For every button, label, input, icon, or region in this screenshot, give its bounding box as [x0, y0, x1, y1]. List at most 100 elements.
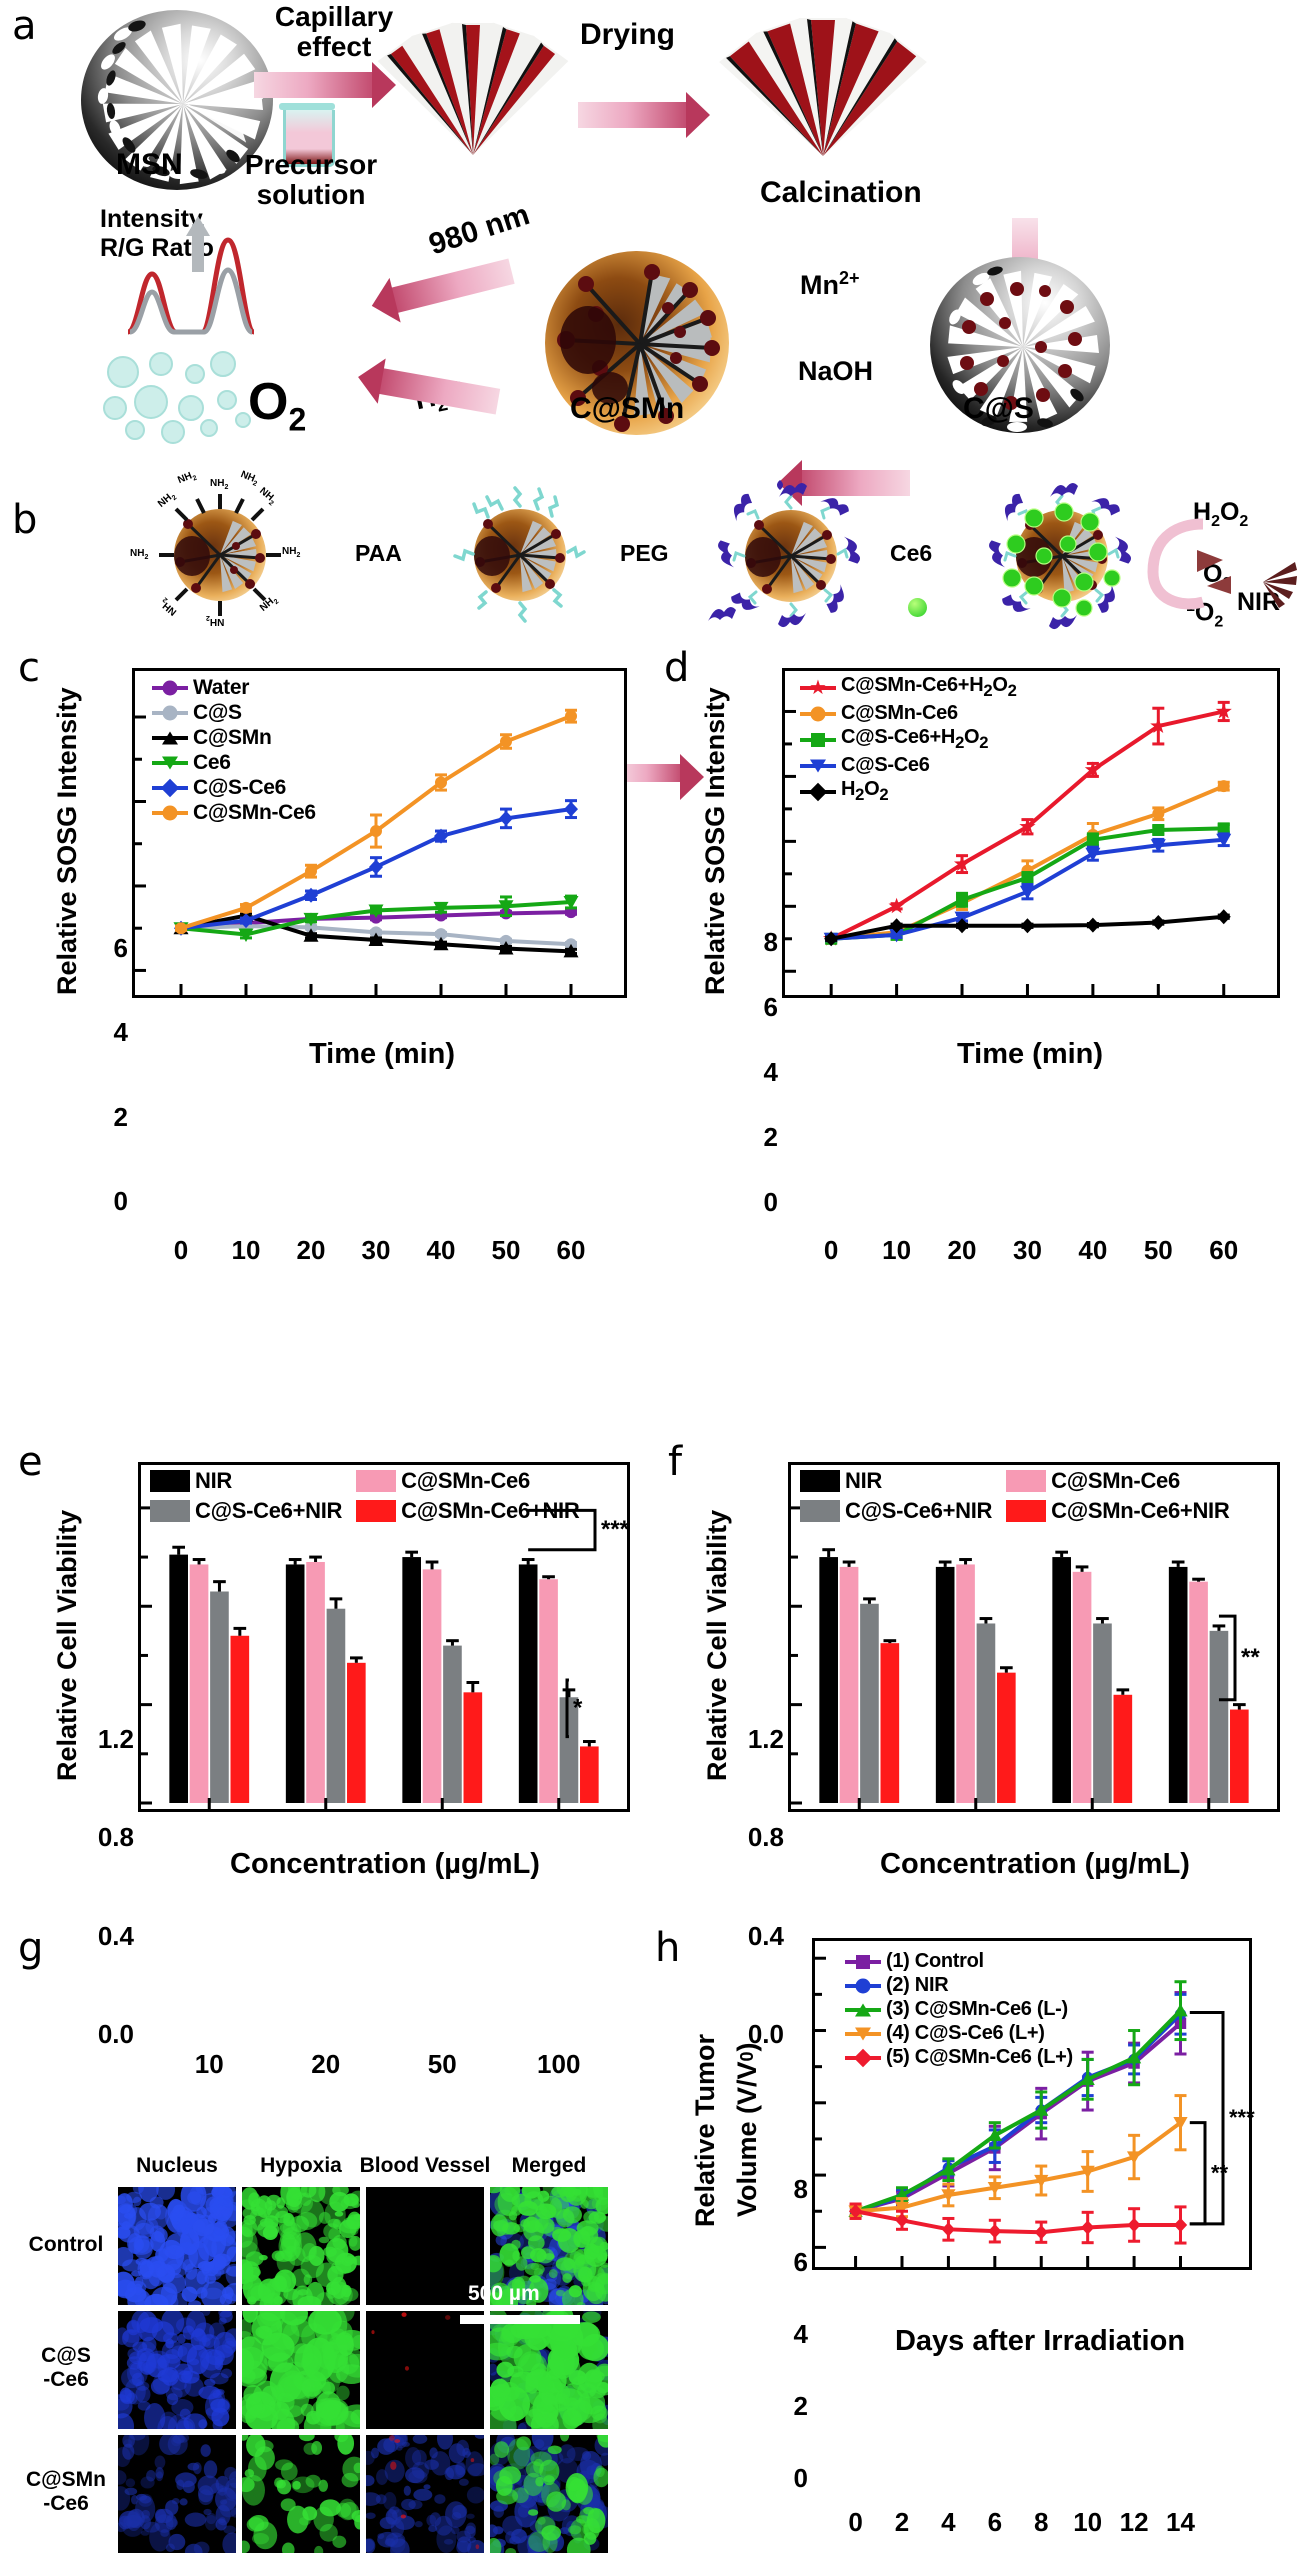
paa-coated-particle — [440, 486, 600, 623]
nm980-label: 980 nm — [425, 198, 534, 262]
legend-label: (2) NIR — [886, 1974, 949, 1996]
panel-g-fluorescence-image — [490, 2311, 608, 2429]
y-tick-label: 2 — [763, 1122, 778, 1153]
panel-h-plot-area: *** ** — [812, 1938, 1255, 2270]
ce6-molecule-icon — [908, 598, 927, 617]
legend-item[interactable]: NIR — [800, 1468, 992, 1494]
legend-label: C@SMn-Ce6+H2O2 — [841, 674, 1017, 700]
legend-item[interactable]: Water — [152, 676, 316, 700]
legend-item[interactable]: (5) C@SMn-Ce6 (L+) — [845, 2046, 1073, 2069]
x-tick-label: 60 — [556, 1235, 586, 1265]
x-tick-label: 30 — [1012, 1235, 1042, 1265]
legend-label: C@S-Ce6+H2O2 — [841, 726, 989, 752]
legend-item[interactable]: C@SMn-Ce6+NIR — [356, 1498, 580, 1524]
legend-item[interactable]: C@S-Ce6+H2O2 — [800, 726, 1017, 753]
legend-label: (3) C@SMn-Ce6 (L-) — [886, 1998, 1068, 2020]
panel-label-c: c — [18, 645, 40, 691]
x-tick-label: 50 — [491, 1235, 521, 1265]
msn-nanoparticle-illustration — [75, 8, 280, 193]
legend-item[interactable]: C@SMn-Ce6 — [800, 702, 1017, 725]
x-tick-label: 20 — [311, 2049, 341, 2079]
legend-label: C@S-Ce6+NIR — [845, 1498, 993, 1523]
panel-c-x-axis-label: Time (min) — [308, 1038, 456, 1070]
legend-label: (5) C@SMn-Ce6 (L+) — [886, 2046, 1073, 2068]
legend-item[interactable]: NIR — [150, 1468, 342, 1494]
svg-text:**: ** — [1241, 1644, 1260, 1671]
panel-label-b: b — [12, 497, 38, 543]
y-tick-label: 0 — [793, 2463, 808, 2494]
legend-line: ★ — [800, 678, 836, 698]
dried-cone-fan-illustration — [718, 6, 928, 171]
legend-marker-triangle-up-icon — [855, 2003, 871, 2016]
panel-d-legend: ★ C@SMn-Ce6+H2O2 C@SMn-Ce6 C@S-Ce6+H2O2 C@S-… — [800, 674, 1017, 806]
legend-item[interactable]: ★ C@SMn-Ce6+H2O2 — [800, 674, 1017, 701]
legend-line — [152, 705, 188, 721]
panel-h-x-axis-label: Days after Irradiation — [894, 2325, 1186, 2357]
nh2-label: NH2 — [257, 485, 276, 508]
legend-item[interactable]: C@S — [152, 701, 316, 725]
legend-label: C@SMn-Ce6 — [401, 1468, 530, 1493]
legend-item[interactable]: C@S-Ce6+NIR — [150, 1498, 342, 1524]
mn-label-sup: 2+ — [838, 268, 860, 288]
legend-line — [152, 680, 188, 696]
panel-g-scalebar — [460, 2315, 580, 2324]
x-tick-label: 20 — [947, 1235, 977, 1265]
wet-cone-fan-illustration — [377, 10, 569, 168]
panel-g-fluorescence-image — [490, 2187, 608, 2305]
legend-item[interactable]: Ce6 — [152, 751, 316, 775]
legend-line — [152, 756, 188, 770]
panel-label-g: g — [18, 1925, 44, 1971]
x-tick-label: 10 — [194, 2049, 224, 2079]
legend-item[interactable]: C@S-Ce6+NIR — [800, 1498, 992, 1524]
peg-label: PEG — [620, 540, 669, 566]
legend-item[interactable]: C@S-Ce6 — [152, 776, 316, 800]
panel-h-ylabel-2: Volume (V/V — [732, 2061, 762, 2218]
panel-c-plot-area — [132, 668, 627, 998]
legend-marker-circle-icon — [162, 705, 178, 721]
legend-item[interactable]: C@SMn-Ce6 — [1006, 1468, 1229, 1494]
panel-g-fluorescence-image — [118, 2435, 236, 2553]
y-tick-label: 8 — [793, 2174, 808, 2205]
legend-swatch — [150, 1500, 190, 1522]
mn-ion-label: Mn2+ — [800, 268, 860, 301]
ce6-loaded-particle — [972, 482, 1152, 632]
legend-item[interactable]: C@S-Ce6 — [800, 754, 1017, 777]
legend-label: H2O2 — [841, 778, 889, 804]
legend-item[interactable]: C@SMn-Ce6 — [356, 1468, 579, 1494]
legend-label: C@SMn-Ce6 — [1051, 1468, 1180, 1493]
legend-item[interactable]: (3) C@SMn-Ce6 (L-) — [845, 1998, 1073, 2021]
x-tick-label: 40 — [426, 1235, 456, 1265]
nh2-label: NH2 — [206, 614, 225, 627]
legend-item[interactable]: (1) Control — [845, 1950, 1073, 1973]
capillary-arrow-icon — [254, 62, 396, 108]
x-tick-label: 12 — [1119, 2507, 1149, 2537]
legend-item[interactable]: (4) C@S-Ce6 (L+) — [845, 2022, 1073, 2045]
legend-item[interactable]: C@SMn — [152, 726, 316, 750]
legend-item[interactable]: C@SMn-Ce6 — [152, 801, 316, 825]
y-tick-label: 6 — [793, 2246, 808, 2277]
panel-g-column-header: Hypoxia — [260, 2154, 342, 2177]
legend-item[interactable]: (2) NIR — [845, 1974, 1073, 1997]
panel-g-fluorescence-image — [118, 2187, 236, 2305]
legend-label: C@S — [193, 701, 242, 724]
panel-d-plot-area — [782, 668, 1280, 998]
legend-label: C@SMn — [193, 726, 272, 749]
legend-item[interactable]: H2O2 — [800, 778, 1017, 805]
legend-marker-diamond-icon — [853, 2048, 873, 2067]
x-tick-label: 0 — [823, 1235, 839, 1265]
o2-label: O2 — [248, 373, 307, 438]
mn-naoh-arrow-icon — [778, 460, 910, 506]
legend-item[interactable]: C@SMn-Ce6+NIR — [1006, 1498, 1230, 1524]
x-tick-label: 10 — [1073, 2507, 1103, 2537]
legend-label: (4) C@S-Ce6 (L+) — [886, 2022, 1045, 2044]
panel-c-y-axis-label: Relative SOSG Intensity — [52, 687, 82, 995]
y-tick-label: 0.4 — [97, 1920, 134, 1951]
x-tick-label: 30 — [361, 1235, 391, 1265]
panel-g-fluorescence-image — [242, 2311, 360, 2429]
nh2-labels-group: NH2 NH2 NH2 NH2 NH2 NH2 NH2 NH2 NH2 NH2 — [130, 469, 310, 627]
legend-label: C@SMn-Ce6 — [193, 801, 316, 824]
legend-label: C@S-Ce6 — [193, 776, 287, 799]
csmn-label: C@SMn — [570, 392, 685, 425]
legend-swatch — [800, 1500, 840, 1522]
svg-text:**: ** — [1211, 2160, 1229, 2185]
